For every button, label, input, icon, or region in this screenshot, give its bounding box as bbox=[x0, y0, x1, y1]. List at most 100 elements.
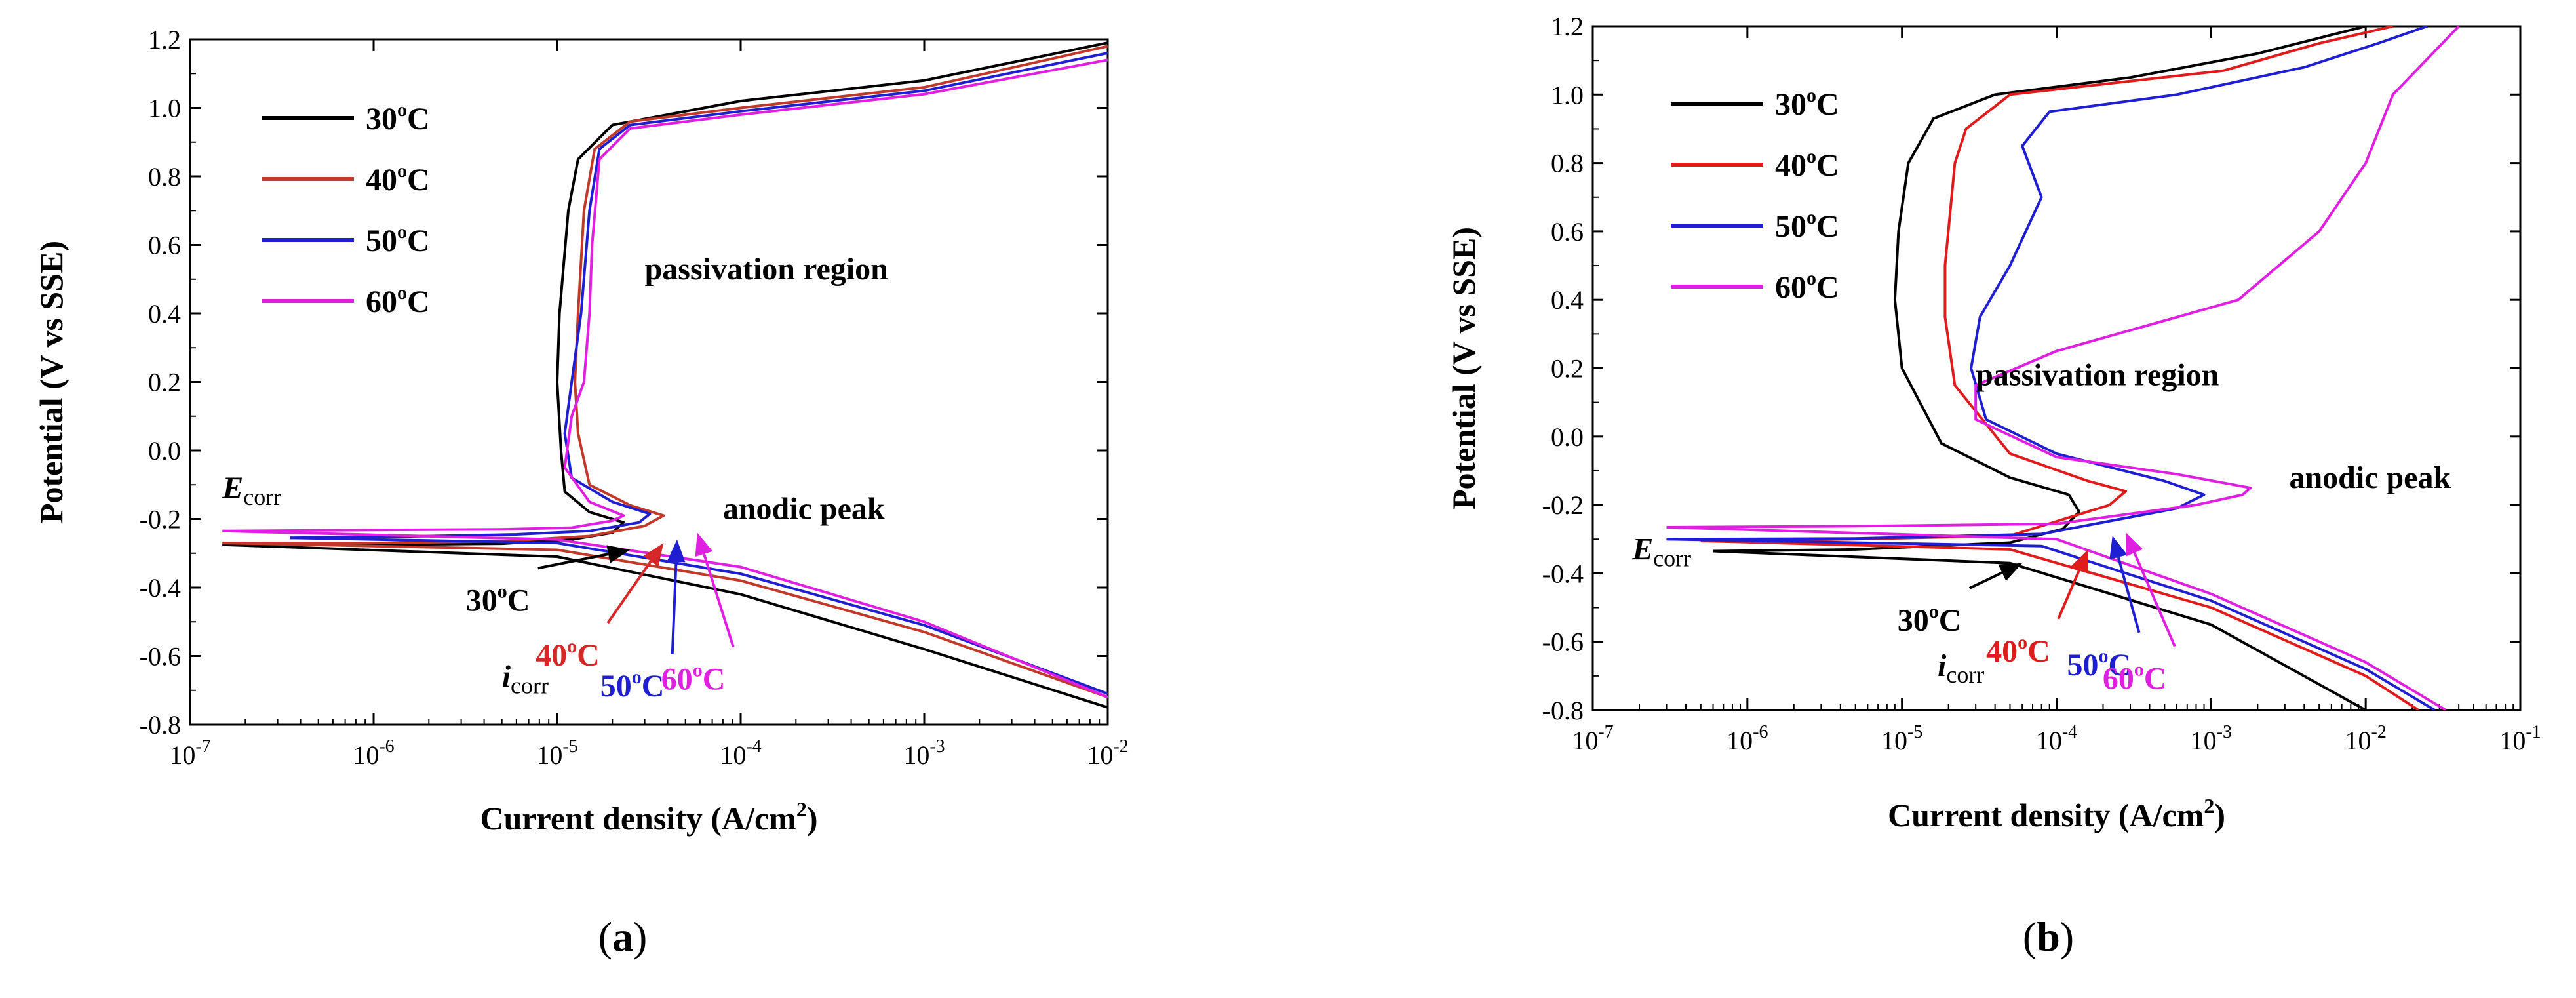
annotation-temp-degree: o bbox=[498, 580, 507, 602]
annotation-E-corr: Ecorr bbox=[1631, 532, 1691, 572]
annotation-temp-degree: o bbox=[567, 635, 577, 657]
x-tick-label: 10-7 bbox=[1572, 722, 1613, 755]
annotation-subscript: corr bbox=[243, 484, 281, 510]
x-axis-title-sup: 2 bbox=[796, 797, 807, 821]
x-tick-base: 10 bbox=[1087, 740, 1113, 770]
legend-label-50C: 50oC bbox=[366, 221, 430, 258]
y-tick-label: 0.2 bbox=[148, 368, 181, 397]
annotation-label: anodic peak bbox=[723, 492, 885, 527]
annotation-label: passivation region bbox=[645, 252, 888, 287]
annotation-symbol: E bbox=[1631, 532, 1653, 567]
chart-panel-b: 1.21.00.80.60.40.20.0-0.2-0.4-0.6-0.810-… bbox=[1445, 12, 2541, 960]
legend-value: 40 bbox=[1775, 148, 1806, 183]
annotation-arrow-line bbox=[2133, 552, 2176, 647]
x-tick-label: 10-7 bbox=[169, 736, 210, 770]
legend-value: 40 bbox=[366, 163, 397, 197]
x-tick-base: 10 bbox=[720, 740, 746, 770]
y-tick-label: -0.4 bbox=[1542, 559, 1584, 588]
x-tick-label: 10-2 bbox=[1087, 736, 1128, 770]
panel-label-letter: a bbox=[612, 913, 633, 960]
annotation-temperature-40C: 40oC bbox=[536, 635, 600, 673]
x-tick-base: 10 bbox=[1727, 726, 1753, 755]
y-tick-label: -0.6 bbox=[1542, 628, 1584, 657]
legend-degree: o bbox=[397, 160, 407, 182]
annotation-temp-value: 60 bbox=[661, 662, 693, 697]
legend-value: 30 bbox=[1775, 87, 1806, 122]
series-40C-cathodic-line bbox=[1700, 539, 2419, 710]
annotation-temp-degree: o bbox=[2134, 659, 2144, 681]
x-tick-exponent: -3 bbox=[929, 736, 945, 757]
annotation-arrow-head bbox=[695, 532, 713, 557]
annotation-temp-unit: C bbox=[507, 583, 530, 618]
series-60C-cathodic-line bbox=[1666, 526, 2447, 710]
x-tick-exponent: -7 bbox=[195, 736, 210, 757]
x-tick-base: 10 bbox=[2499, 726, 2526, 755]
x-tick-label: 10-2 bbox=[2345, 722, 2387, 755]
annotation-arrow-line bbox=[2117, 557, 2141, 633]
annotation-symbol: E bbox=[222, 471, 243, 506]
panel-label-open: ( bbox=[598, 913, 612, 960]
annotation-E-corr: Ecorr bbox=[222, 471, 281, 510]
y-tick-label: 0.2 bbox=[1551, 354, 1584, 384]
annotation-temp-value: 40 bbox=[536, 638, 567, 673]
series-50C-anodic-line bbox=[290, 51, 1108, 540]
legend-unit: C bbox=[1816, 148, 1839, 183]
legend-unit: C bbox=[1816, 270, 1839, 305]
annotation-arrow-head bbox=[2109, 536, 2128, 560]
legend-label-50C: 50oC bbox=[1775, 207, 1839, 244]
x-axis-title-tail: ) bbox=[807, 800, 818, 837]
series-40C-anodic-line bbox=[222, 45, 1108, 545]
legend-degree: o bbox=[1806, 268, 1816, 289]
y-tick-label: 0.6 bbox=[148, 231, 181, 260]
y-tick-label: 0.0 bbox=[148, 436, 181, 466]
annotation-subscript: corr bbox=[1946, 662, 1984, 688]
legend-unit: C bbox=[407, 102, 430, 136]
legend-label-40C: 40oC bbox=[1775, 146, 1839, 183]
annotation-temp-value: 50 bbox=[600, 669, 632, 704]
legend-label-40C: 40oC bbox=[366, 160, 430, 197]
annotation-temp-unit: C bbox=[577, 638, 600, 673]
x-tick-label: 10-3 bbox=[2191, 722, 2232, 755]
annotation-temp-degree: o bbox=[2018, 631, 2027, 653]
legend-degree: o bbox=[1806, 207, 1816, 228]
x-axis-title-text: Current density (A/cm bbox=[1888, 797, 2204, 833]
annotation-label: anodic peak bbox=[2289, 460, 2451, 495]
legend-label-60C: 60oC bbox=[366, 282, 430, 319]
annotation-temp-value: 60 bbox=[2103, 662, 2134, 696]
annotation-temperature-30C: 30oC bbox=[1898, 601, 1962, 638]
x-tick-exponent: -5 bbox=[562, 736, 577, 757]
series-60C-anodic-line bbox=[222, 58, 1108, 532]
panel-label: (b) bbox=[2023, 913, 2074, 960]
annotation-temp-unit: C bbox=[1939, 603, 1962, 638]
panel-label-close: ) bbox=[633, 913, 647, 960]
plot-frame bbox=[189, 38, 1109, 726]
annotation-temperature-60C: 60oC bbox=[2103, 659, 2167, 696]
legend-unit: C bbox=[407, 224, 430, 258]
annotation-arrow-line bbox=[1968, 571, 2003, 589]
x-tick-exponent: -1 bbox=[2526, 722, 2541, 742]
annotation-arrow-head bbox=[2125, 532, 2143, 557]
annotation-temperature-50C: 50oC bbox=[600, 666, 665, 704]
y-axis-title: Potential (V vs SSE) bbox=[33, 241, 69, 523]
y-tick-label: -0.8 bbox=[1542, 696, 1584, 725]
x-tick-label: 10-6 bbox=[1727, 722, 1768, 755]
panel-label-open: ( bbox=[2023, 913, 2037, 960]
y-tick-label: -0.8 bbox=[140, 710, 181, 740]
x-tick-base: 10 bbox=[2191, 726, 2217, 755]
annotation-temp-degree: o bbox=[693, 660, 703, 681]
x-tick-base: 10 bbox=[2036, 726, 2062, 755]
annotation-i-corr: icorr bbox=[502, 660, 549, 699]
annotation-temperature-60C: 60oC bbox=[661, 660, 726, 697]
annotation-temp-unit: C bbox=[642, 669, 665, 704]
x-tick-exponent: -4 bbox=[2062, 722, 2077, 742]
x-axis-title: Current density (A/cm2) bbox=[1888, 794, 2225, 833]
x-tick-base: 10 bbox=[353, 740, 379, 770]
x-axis-title: Current density (A/cm2) bbox=[480, 797, 817, 837]
annotation-temp-value: 30 bbox=[1898, 603, 1929, 638]
series-50C-cathodic-line bbox=[1666, 538, 2436, 710]
x-axis-title-tail: ) bbox=[2214, 797, 2225, 833]
y-tick-label: 0.0 bbox=[1551, 422, 1584, 452]
annotation-temp-value: 30 bbox=[466, 583, 498, 618]
annotation-i-corr: icorr bbox=[1938, 649, 1984, 688]
y-tick-label: 0.4 bbox=[148, 299, 181, 329]
